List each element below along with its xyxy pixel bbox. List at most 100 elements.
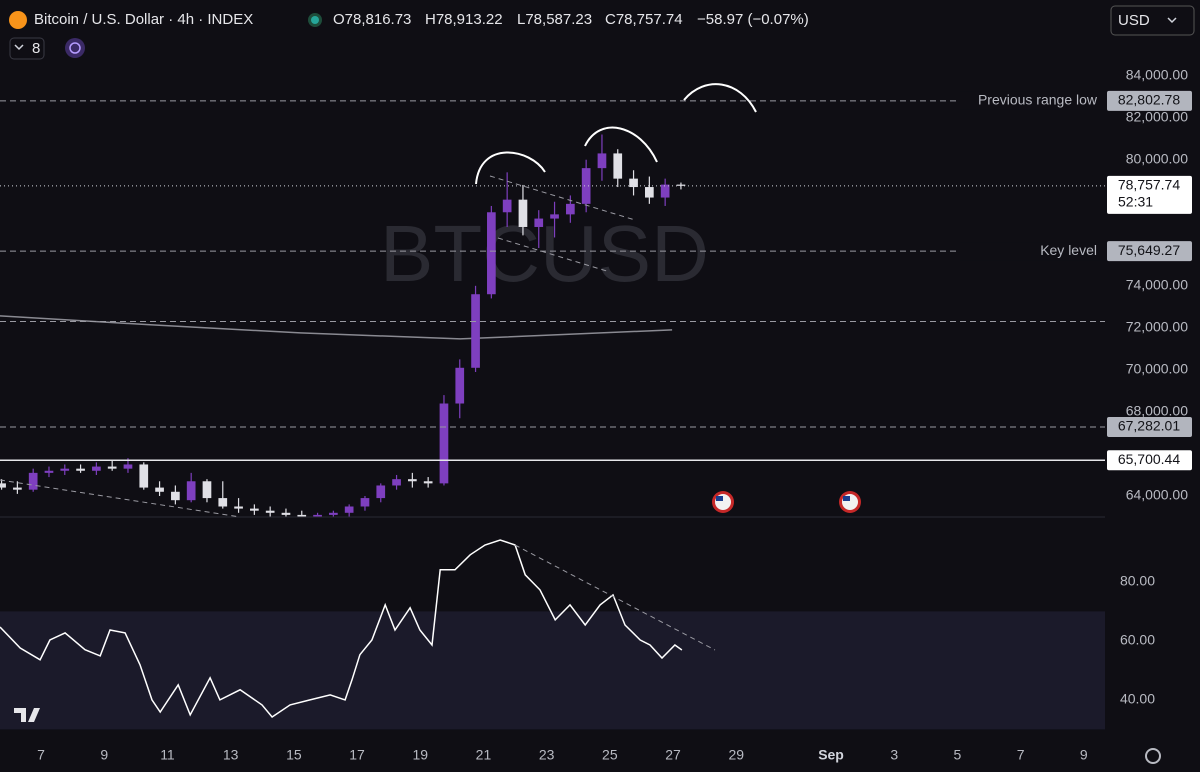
y-tick-label: 64,000.00 bbox=[1126, 487, 1188, 503]
x-tick-label: 9 bbox=[100, 747, 108, 763]
candle-body bbox=[534, 218, 544, 227]
y-tick-label: 80,000.00 bbox=[1126, 150, 1188, 166]
x-tick-label: 27 bbox=[665, 747, 681, 763]
level-name-bg bbox=[960, 91, 1105, 110]
candle-body bbox=[408, 479, 417, 482]
candle-body bbox=[660, 184, 670, 198]
level-name: Key level bbox=[1040, 242, 1097, 258]
candle-body bbox=[44, 470, 54, 473]
x-tick-label: 5 bbox=[954, 747, 962, 763]
candle-body bbox=[139, 464, 149, 488]
trendline bbox=[514, 544, 716, 651]
symbol-title: Bitcoin / U.S. Dollar · 4h · INDEX bbox=[34, 11, 253, 28]
y-tick-label: 68,000.00 bbox=[1126, 403, 1188, 419]
rsi-line bbox=[0, 539, 683, 718]
y-tick-label: 72,000.00 bbox=[1126, 319, 1188, 335]
trendline bbox=[489, 175, 636, 221]
price-label: 82,802.78 bbox=[1118, 92, 1180, 108]
x-tick-label: 7 bbox=[37, 747, 45, 763]
x-tick-label: 9 bbox=[1080, 747, 1088, 763]
y-tick-label: 80.00 bbox=[1120, 573, 1155, 589]
candle-body bbox=[13, 487, 22, 490]
market-status-dot bbox=[311, 16, 319, 24]
x-tick-label: 11 bbox=[160, 747, 175, 763]
price-label-box bbox=[1107, 450, 1192, 471]
candle-body bbox=[566, 203, 575, 215]
candle-body bbox=[645, 187, 654, 198]
level-name-bg bbox=[960, 242, 1105, 261]
y-tick-label: 70,000.00 bbox=[1126, 361, 1188, 377]
trendline bbox=[0, 479, 241, 518]
candle-body bbox=[581, 168, 591, 204]
y-tick-label: 60.00 bbox=[1120, 632, 1155, 648]
logo[interactable] bbox=[14, 708, 40, 722]
x-tick-label: 15 bbox=[286, 747, 302, 763]
candle-body bbox=[60, 468, 70, 471]
high-value: H78,913.22 bbox=[425, 11, 503, 28]
price-label-box bbox=[1107, 417, 1192, 438]
settings-icon[interactable] bbox=[1145, 748, 1161, 764]
x-tick-label: Sep bbox=[818, 747, 844, 763]
x-tick-label: 13 bbox=[223, 747, 239, 763]
candle-body bbox=[218, 498, 228, 507]
price-label: 75,649.27 bbox=[1118, 242, 1180, 258]
watermark: BTCUSD bbox=[380, 209, 709, 298]
currency-label: USD bbox=[1118, 12, 1150, 29]
x-tick-label: 7 bbox=[1017, 747, 1025, 763]
x-tick-label: 21 bbox=[476, 747, 492, 763]
candle-body bbox=[329, 512, 338, 515]
x-tick-label: 25 bbox=[602, 747, 618, 763]
refresh-icon bbox=[69, 42, 81, 54]
candle-body bbox=[123, 464, 133, 469]
currency-select[interactable] bbox=[1110, 5, 1195, 36]
last-price-box bbox=[1107, 175, 1192, 214]
y-tick-label: 40.00 bbox=[1120, 691, 1155, 707]
candle-body bbox=[344, 506, 354, 513]
candle-body bbox=[502, 199, 512, 213]
event-flag-canton bbox=[716, 496, 723, 501]
candle-body bbox=[676, 184, 686, 186]
select-chevron bbox=[1167, 17, 1177, 24]
candle-body bbox=[423, 481, 433, 484]
level-name: Previous range low bbox=[978, 92, 1098, 108]
candle-body bbox=[613, 153, 623, 179]
candle-body bbox=[518, 199, 528, 227]
trendlines bbox=[0, 175, 716, 651]
event-marker[interactable] bbox=[839, 491, 861, 513]
x-tick-label: 29 bbox=[728, 747, 744, 763]
change-value: −58.97 (−0.07%) bbox=[697, 11, 809, 28]
event-flag-canton bbox=[843, 496, 850, 501]
bar-countdown: 52:31 bbox=[1118, 194, 1153, 210]
candle-body bbox=[281, 512, 291, 515]
candle-body bbox=[107, 466, 117, 469]
x-tick-label: 19 bbox=[412, 747, 428, 763]
candle-body bbox=[550, 214, 559, 219]
arc-drawing bbox=[683, 83, 757, 113]
candle-body bbox=[487, 212, 496, 295]
candle-body bbox=[297, 514, 307, 517]
price-label: 67,282.01 bbox=[1118, 418, 1180, 434]
overlay-layer: Previous range low 82,802.78 Key level 75,6… bbox=[960, 90, 1192, 471]
candle-body bbox=[629, 178, 638, 188]
x-tick-label: 17 bbox=[349, 747, 365, 763]
candle-body bbox=[76, 468, 85, 471]
close-value: C78,757.74 bbox=[605, 11, 683, 28]
bitcoin-icon bbox=[9, 11, 27, 29]
refresh-button[interactable] bbox=[65, 38, 85, 58]
indicator-count: 8 bbox=[32, 40, 40, 57]
y-tick-label: 82,000.00 bbox=[1126, 108, 1188, 124]
candle-body bbox=[0, 483, 6, 488]
y-tick-label: 84,000.00 bbox=[1126, 66, 1188, 82]
price-label-box bbox=[1107, 241, 1192, 262]
plot-layer: 84,000.00 82,000.00 80,000.00 74,000.00 72,0… bbox=[0, 66, 1188, 763]
indicators-toggle[interactable] bbox=[9, 37, 45, 60]
candle-body bbox=[597, 153, 607, 169]
rsi-band bbox=[0, 611, 1105, 730]
price-label-box bbox=[1107, 90, 1192, 111]
low-value: L78,587.23 bbox=[517, 11, 592, 28]
candle-body bbox=[392, 479, 401, 486]
candle-body bbox=[265, 510, 275, 513]
event-marker[interactable] bbox=[712, 491, 734, 513]
candle-body bbox=[439, 403, 449, 484]
